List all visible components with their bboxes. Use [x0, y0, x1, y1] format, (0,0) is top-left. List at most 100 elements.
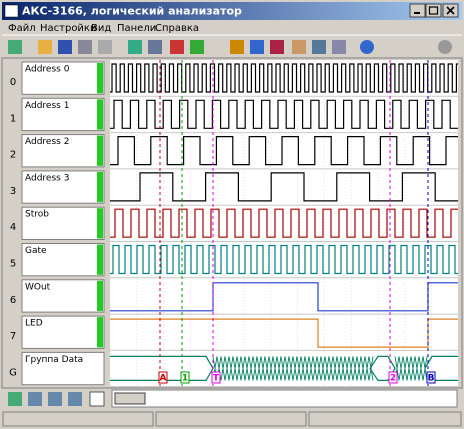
minimize-button[interactable]: [409, 3, 426, 18]
tool-button[interactable]: [38, 40, 52, 54]
channel-label-box: [21, 61, 105, 95]
marker-label: 1: [182, 374, 188, 384]
marker-flag: [158, 371, 168, 384]
channel-label-box: [21, 206, 105, 240]
tool-button[interactable]: [170, 40, 184, 54]
tool-button[interactable]: [230, 40, 244, 54]
channel-name: Gate: [25, 246, 47, 256]
channel-label-box: [21, 134, 105, 168]
marker-flag: [211, 371, 221, 384]
tool-button[interactable]: [292, 40, 306, 54]
app-icon: [4, 4, 19, 18]
menu-item[interactable]: Файл: [8, 23, 36, 34]
channel-active-indicator: [97, 99, 103, 130]
waveform: [110, 99, 458, 129]
close-glyph: [446, 6, 455, 15]
marker-flag: [426, 371, 436, 384]
channel-label-box: [21, 351, 105, 386]
menu-item[interactable]: Справка: [155, 23, 199, 34]
markers: A 1 T 2 B: [158, 60, 436, 386]
channel-name: Strob: [25, 210, 49, 220]
channel-active-indicator: [97, 63, 103, 94]
title-bar: [2, 2, 462, 20]
scrollbar[interactable]: [111, 389, 458, 408]
waveform-area: [110, 60, 458, 386]
channel-active-indicator: [97, 244, 103, 275]
channel-number: 1: [10, 113, 16, 124]
tool-button[interactable]: [78, 40, 92, 54]
channel-active-indicator: [97, 135, 103, 166]
menu-item[interactable]: Панели: [117, 23, 156, 34]
channel-number: G: [9, 367, 17, 378]
channel-name: Группа Data: [25, 355, 83, 365]
channel-name: Address 1: [25, 101, 69, 111]
channel-number: 7: [10, 331, 16, 342]
waveform: [110, 136, 458, 166]
tool-button[interactable]: [250, 40, 264, 54]
menu-item[interactable]: Настройки: [40, 23, 96, 34]
tool-button[interactable]: [68, 392, 82, 406]
tool-button[interactable]: [270, 40, 284, 54]
channel-rows: 0 Address 0 1 Address 1 2 Address 2 3 Address 3…: [9, 61, 458, 388]
channel-name: Address 3: [25, 173, 69, 183]
channel-active-indicator: [97, 280, 103, 312]
toolbar: [8, 40, 452, 54]
channel-name: WOut: [25, 282, 51, 292]
channel-active-indicator: [97, 171, 103, 203]
marker-label: B: [428, 374, 435, 384]
tool-button[interactable]: [190, 40, 204, 54]
tool-button[interactable]: [438, 40, 452, 54]
status-panel: [155, 411, 307, 427]
tool-button[interactable]: [89, 391, 105, 407]
tool-button[interactable]: [360, 40, 374, 54]
tool-button[interactable]: [58, 40, 72, 54]
status-panel: [308, 411, 462, 427]
tool-button[interactable]: [148, 40, 162, 54]
waveform: [110, 244, 458, 275]
tool-button[interactable]: [28, 392, 42, 406]
bus-activity: [212, 356, 374, 381]
channel-label-box: [21, 243, 105, 277]
scroll-thumb[interactable]: [114, 392, 146, 405]
channel-number: 5: [10, 259, 16, 270]
tool-button[interactable]: [98, 40, 112, 54]
status-panel: [2, 411, 154, 427]
marker-label: 2: [390, 374, 396, 384]
waveform: [110, 63, 458, 93]
tool-button[interactable]: [8, 40, 22, 54]
tool-button[interactable]: [128, 40, 142, 54]
channel-active-indicator: [97, 208, 103, 239]
channel-label-box: [21, 315, 105, 349]
maximize-button[interactable]: [425, 3, 442, 18]
tool-button[interactable]: [48, 392, 62, 406]
channel-label-box: [21, 97, 105, 132]
bottom-toolbar: [8, 389, 458, 408]
waveform: [110, 208, 458, 238]
menu-item[interactable]: Вид: [91, 23, 111, 34]
channel-number: 0: [10, 77, 16, 88]
channel-label-box: [21, 170, 105, 204]
channel-number: 3: [10, 186, 16, 197]
marker-label: A: [160, 374, 167, 384]
tool-button[interactable]: [332, 40, 346, 54]
waveform: [110, 172, 458, 202]
channel-active-indicator: [97, 317, 103, 348]
marker-flag: [180, 371, 190, 384]
tool-button[interactable]: [312, 40, 326, 54]
marker-flag: [388, 371, 398, 384]
channel-name: Address 0: [25, 65, 70, 75]
channel-number: 4: [10, 222, 16, 233]
window-buttons: [409, 3, 459, 18]
channel-name: LED: [25, 319, 43, 329]
tool-button[interactable]: [8, 392, 22, 406]
waveforms: [110, 60, 458, 386]
channel-label-box: [21, 279, 105, 313]
channel-name: Address 2: [25, 137, 69, 147]
bus: [369, 355, 458, 381]
status-bar: [2, 411, 462, 427]
waveform: [110, 318, 458, 348]
channel-number: 6: [10, 295, 16, 306]
maximize-glyph: [428, 6, 439, 15]
